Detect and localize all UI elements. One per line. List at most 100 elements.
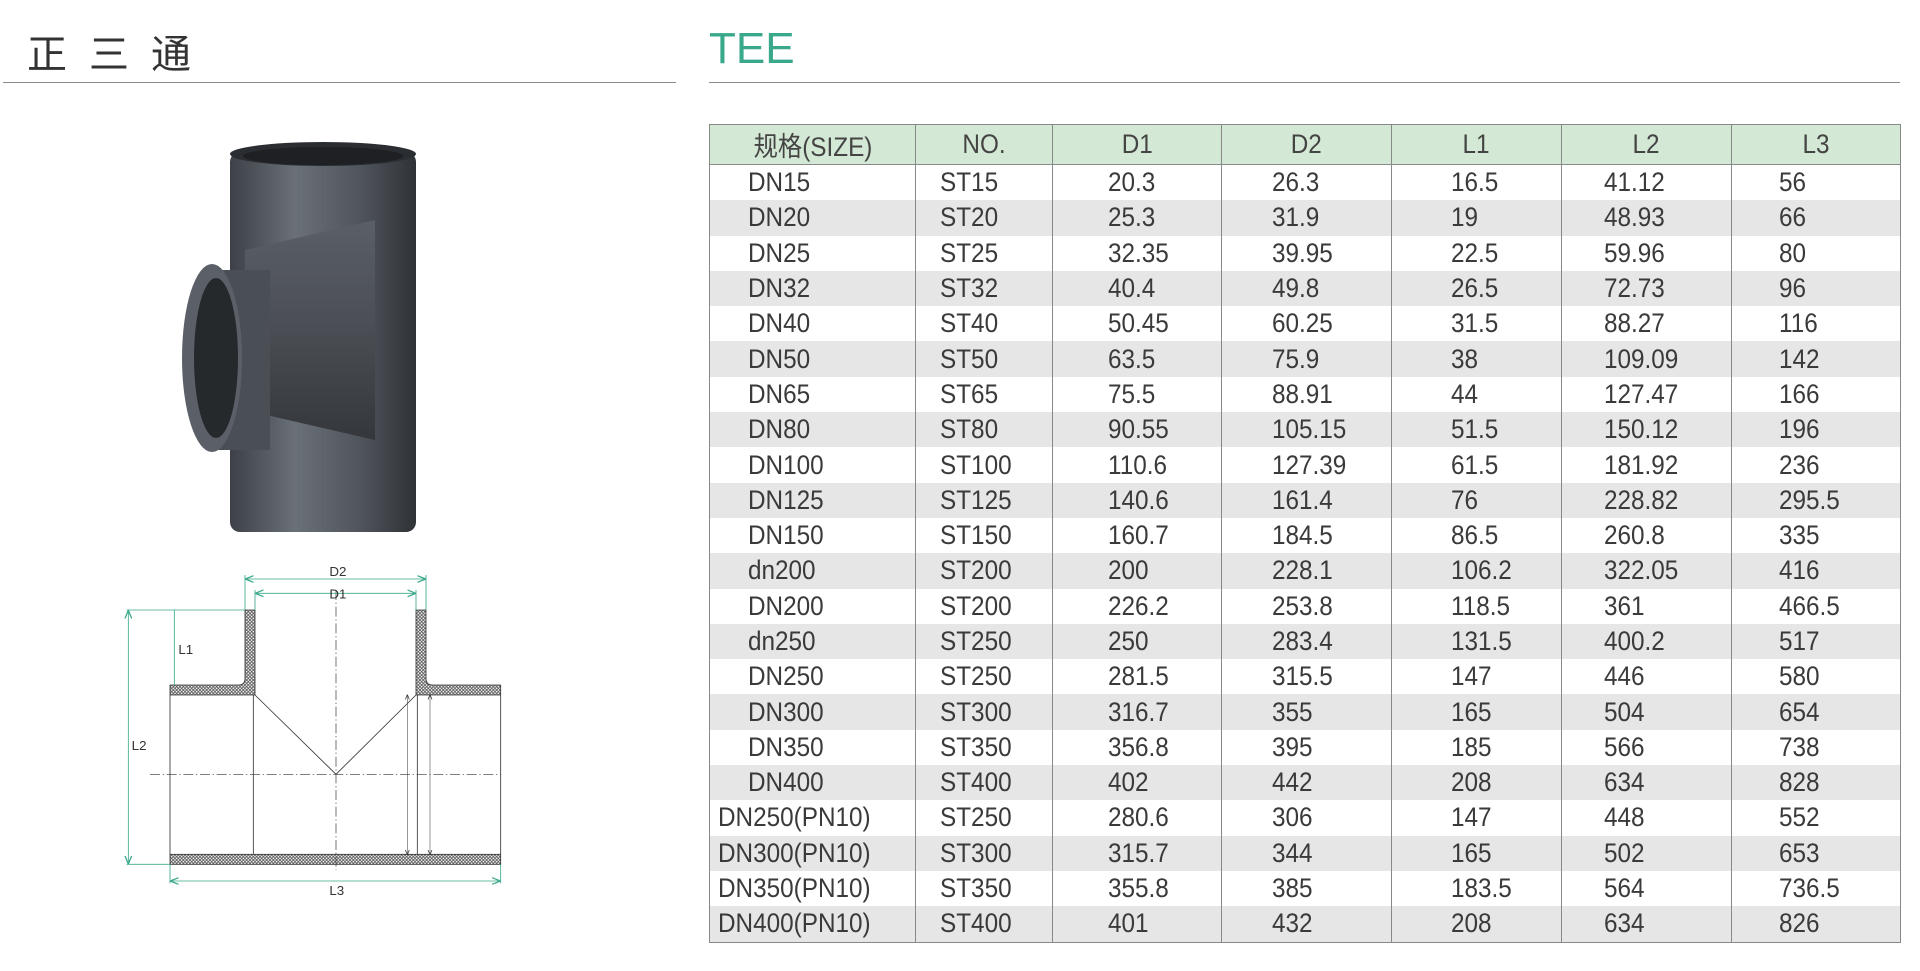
- cell-value: 315.7: [1108, 837, 1169, 868]
- cell-l1: 19: [1391, 200, 1562, 236]
- cell-value: DN40: [748, 308, 811, 339]
- cell-value: 442: [1272, 767, 1313, 798]
- cell-value: DN250: [748, 661, 824, 692]
- column-header-d2: D2: [1221, 124, 1392, 165]
- cell-value: ST80: [940, 414, 999, 445]
- cell-value: 361: [1604, 590, 1645, 621]
- cell-d2: 344: [1221, 835, 1392, 871]
- cell-l3: 826: [1731, 906, 1901, 943]
- cell-d2: 395: [1221, 729, 1392, 766]
- table-row: DN32 ST32 40.4 49.8 26.5 72.73 96: [709, 270, 1901, 307]
- cell-no: ST125: [915, 482, 1053, 518]
- cell-d1: 226.2: [1052, 588, 1222, 624]
- column-header-size: 规格(SIZE): [709, 124, 916, 165]
- cell-value: 306: [1272, 802, 1313, 833]
- label-l1: L1: [178, 642, 193, 657]
- table-row: DN350(PN10) ST350 355.8 385 183.5 564 736.5: [709, 870, 1901, 907]
- cell-d1: 75.5: [1052, 376, 1222, 413]
- cell-value: 517: [1779, 626, 1820, 656]
- cell-l2: 448: [1561, 800, 1732, 836]
- cell-d2: 432: [1221, 906, 1392, 943]
- cell-d1: 110.6: [1052, 447, 1222, 483]
- cell-size: DN350(PN10): [709, 870, 916, 907]
- cell-value: ST40: [940, 308, 999, 339]
- cell-value: 63.5: [1108, 343, 1156, 374]
- cell-value: 106.2: [1451, 555, 1512, 586]
- cell-value: 96: [1779, 273, 1807, 304]
- cell-value: DN250(PN10): [718, 802, 871, 833]
- cell-value: ST100: [940, 449, 1012, 480]
- label-l2: L2: [132, 738, 147, 753]
- cell-l2: 446: [1561, 659, 1732, 695]
- cell-l1: 165: [1391, 835, 1562, 871]
- cell-l1: 185: [1391, 729, 1562, 766]
- table-row: DN300(PN10) ST300 315.7 344 165 502 653: [709, 835, 1901, 871]
- cell-l1: 61.5: [1391, 447, 1562, 483]
- tee-dimension-drawing: D2 D1 L1 L2 L3: [120, 564, 502, 898]
- column-header-label: D2: [1290, 129, 1323, 159]
- cell-value: dn250: [748, 626, 816, 656]
- cell-l1: 51.5: [1391, 412, 1562, 448]
- cell-value: 40.4: [1108, 273, 1156, 304]
- cell-value: 250: [1108, 626, 1149, 656]
- cell-l1: 26.5: [1391, 270, 1562, 307]
- cell-d2: 127.39: [1221, 447, 1392, 483]
- cell-l3: 56: [1731, 164, 1901, 201]
- cell-l3: 738: [1731, 729, 1901, 766]
- cell-no: ST150: [915, 517, 1053, 554]
- table-row: DN250(PN10) ST250 280.6 306 147 448 552: [709, 800, 1901, 836]
- cell-value: 564: [1604, 873, 1645, 904]
- cell-value: DN300(PN10): [718, 837, 871, 868]
- cell-l3: 580: [1731, 659, 1901, 695]
- cell-value: 184.5: [1272, 520, 1333, 551]
- cell-value: 66: [1779, 202, 1807, 233]
- cell-value: 161.4: [1272, 484, 1333, 515]
- cell-value: ST150: [940, 520, 1012, 551]
- cell-value: 76: [1451, 484, 1479, 515]
- cell-size: DN32: [709, 270, 916, 307]
- cell-l2: 88.27: [1561, 306, 1732, 342]
- cell-value: ST400: [940, 767, 1012, 798]
- cell-d2: 283.4: [1221, 623, 1392, 660]
- cell-d2: 355: [1221, 694, 1392, 730]
- cell-d2: 88.91: [1221, 376, 1392, 413]
- cell-d2: 385: [1221, 870, 1392, 907]
- cell-d2: 306: [1221, 800, 1392, 836]
- cell-value: DN50: [748, 343, 811, 374]
- cell-value: 20.3: [1108, 167, 1156, 198]
- cell-value: DN15: [748, 167, 811, 198]
- cell-value: 566: [1604, 731, 1645, 762]
- cell-l2: 504: [1561, 694, 1732, 730]
- cell-value: 56: [1779, 167, 1807, 198]
- cell-value: 402: [1108, 767, 1149, 798]
- cell-value: 196: [1779, 414, 1820, 445]
- cell-d1: 316.7: [1052, 694, 1222, 730]
- cell-no: ST100: [915, 447, 1053, 483]
- cell-value: 253.8: [1272, 590, 1333, 621]
- cell-value: 110.6: [1108, 449, 1168, 480]
- cell-size: DN65: [709, 376, 916, 413]
- cell-value: 165: [1451, 837, 1492, 868]
- cell-no: ST300: [915, 694, 1053, 730]
- column-header-label: L1: [1462, 129, 1491, 159]
- cell-d2: 49.8: [1221, 270, 1392, 307]
- cell-value: ST65: [940, 378, 999, 409]
- cell-l2: 109.09: [1561, 341, 1732, 377]
- cell-value: 131.5: [1451, 626, 1512, 656]
- cell-size: DN100: [709, 447, 916, 483]
- cell-value: 61.5: [1451, 449, 1499, 480]
- table-row: DN150 ST150 160.7 184.5 86.5 260.8 335: [709, 517, 1901, 554]
- cell-value: ST50: [940, 343, 999, 374]
- cell-value: 200: [1108, 555, 1149, 586]
- cell-d1: 140.6: [1052, 482, 1222, 518]
- cell-value: ST32: [940, 273, 999, 304]
- cell-no: ST25: [915, 235, 1053, 271]
- cell-size: DN200: [709, 588, 916, 624]
- table-row: DN15 ST15 20.3 26.3 16.5 41.12 56: [709, 164, 1901, 201]
- table-header-row: 规格(SIZE) NO. D1 D2 L1 L2 L3: [709, 124, 1901, 165]
- cell-value: 105.15: [1272, 414, 1347, 445]
- cell-l3: 96: [1731, 270, 1901, 307]
- cell-value: 127.39: [1272, 449, 1347, 480]
- cell-no: ST20: [915, 200, 1053, 236]
- page-title-english: TEE: [709, 24, 795, 73]
